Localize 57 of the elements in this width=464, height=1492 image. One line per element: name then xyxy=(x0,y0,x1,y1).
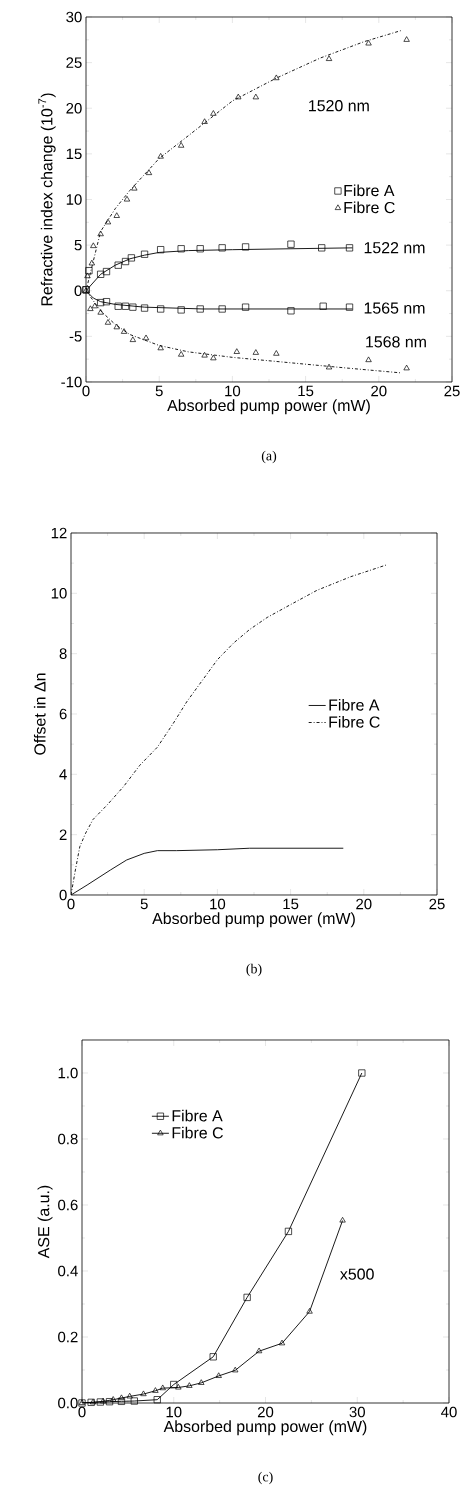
x-axis-title: Absorbed pump power (mW) xyxy=(152,912,355,928)
y-tick-label: 12 xyxy=(51,527,67,539)
y-tick-label: 0.4 xyxy=(58,1265,78,1277)
y-tick-label: 0.0 xyxy=(58,1397,78,1409)
y-tick-label: 1.0 xyxy=(58,1067,78,1079)
y-tick-label: 4 xyxy=(59,769,67,780)
x-tick-label: 40 xyxy=(441,1406,457,1418)
y-axis-title: ASE (a.u.) xyxy=(37,1185,53,1259)
x-tick-label: 0 xyxy=(82,385,90,397)
legend-label: Fibre C xyxy=(329,715,380,728)
x-tick-label: 5 xyxy=(140,898,148,910)
x-tick-label: 5 xyxy=(155,385,163,397)
y-tick-label: 30 xyxy=(66,11,82,23)
y-tick-label: 8 xyxy=(59,648,67,659)
legend-label: Fibre C xyxy=(344,201,395,214)
x-tick-label: 20 xyxy=(371,385,387,397)
text: (a) xyxy=(261,450,277,464)
x-tick-label: 25 xyxy=(444,385,460,397)
x-tick-label: 10 xyxy=(166,1406,182,1418)
legend-label: Fibre A xyxy=(172,1109,223,1122)
y-tick-label: 0 xyxy=(59,889,67,901)
y-tick-label: 10 xyxy=(66,194,82,205)
y-tick-label: 2 xyxy=(59,829,67,840)
x-tick-label: 25 xyxy=(429,898,445,910)
x-tick-label: 20 xyxy=(257,1406,274,1418)
y-axis-title: Offset in Δn xyxy=(33,673,46,755)
x-tick-label: 10 xyxy=(225,385,241,397)
legend-label: Fibre C xyxy=(172,1126,223,1139)
y-tick-label: 0 xyxy=(74,285,82,297)
x-tick-label: 10 xyxy=(210,898,226,910)
annotation: 1568 nm xyxy=(366,336,426,348)
y-tick-label: -5 xyxy=(69,331,82,342)
y-tick-label: 0.8 xyxy=(58,1133,78,1145)
text: (c) xyxy=(258,1471,273,1485)
legend-label: Fibre A xyxy=(344,184,395,197)
y-tick-label: 10 xyxy=(51,588,67,599)
x-axis-title: Absorbed pump power (mW) xyxy=(163,1420,367,1436)
annotation: x500 xyxy=(340,1268,374,1280)
annotation: 1520 nm xyxy=(309,100,369,112)
text: (b) xyxy=(246,963,262,977)
y-tick-label: 5 xyxy=(74,239,82,251)
y-axis-title: Refractive index change (10$^{-7}$) xyxy=(38,93,56,306)
annotation: 1522 nm xyxy=(364,242,425,254)
y-tick-label: 15 xyxy=(66,148,82,160)
legend-label: Fibre A xyxy=(329,698,380,711)
y-tick-label: 20 xyxy=(66,102,82,114)
x-tick-label: 15 xyxy=(283,898,299,910)
x-tick-label: 20 xyxy=(356,898,372,910)
y-tick-label: 0.2 xyxy=(58,1331,78,1343)
y-tick-label: 6 xyxy=(59,708,67,720)
y-tick-label: -10 xyxy=(61,376,82,388)
x-axis-title: Absorbed pump power (mW) xyxy=(167,399,370,415)
x-tick-label: 30 xyxy=(349,1406,365,1418)
x-tick-label: 15 xyxy=(298,385,314,397)
y-tick-label: 25 xyxy=(66,57,82,68)
y-tick-label: 0.6 xyxy=(58,1199,78,1211)
annotation: 1565 nm xyxy=(364,302,425,314)
